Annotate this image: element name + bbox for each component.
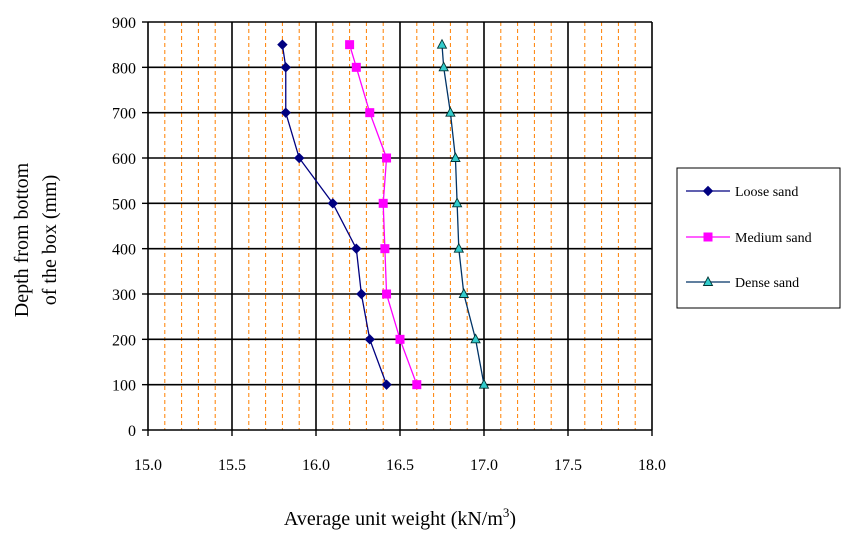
series-line [281, 44, 388, 385]
legend-label: Medium sand [735, 231, 812, 246]
data-point [364, 334, 375, 345]
x-tick-label: 15.0 [134, 457, 162, 474]
data-point [327, 198, 339, 209]
series-line [441, 44, 485, 385]
data-point [438, 61, 449, 72]
data-point [453, 242, 465, 253]
y-tick-label: 600 [112, 151, 136, 168]
x-tick-label: 18.0 [638, 457, 666, 474]
data-point [382, 153, 392, 163]
data-point [445, 106, 456, 117]
data-point [451, 197, 463, 208]
series-layer [277, 38, 490, 390]
data-point [365, 108, 375, 118]
x-axis-ticks: 15.0 15.5 16.0 16.5 17.0 17.5 18.0 [134, 430, 666, 474]
x-tick-label: 16.5 [386, 457, 414, 474]
legend-swatch-marker [703, 232, 713, 242]
data-point [280, 107, 291, 118]
data-point [356, 288, 367, 300]
y-axis-ticks: 0 100 200 300 400 500 600 700 800 900 [112, 15, 148, 440]
legend-label: Loose sand [735, 185, 798, 200]
data-point [351, 62, 361, 72]
data-point [277, 39, 288, 50]
legend-entry: Loose sand [686, 185, 798, 200]
x-tick-label: 15.5 [218, 457, 246, 474]
legend-swatch-marker [702, 276, 714, 286]
legend-swatch-marker [702, 185, 714, 197]
x-tick-label: 17.5 [554, 457, 582, 474]
legend-entry: Medium sand [686, 231, 812, 246]
data-point [478, 378, 490, 389]
legend-entry: Dense sand [686, 276, 799, 291]
data-point [293, 152, 305, 164]
x-axis-title: Average unit weight (kN/m3) [284, 505, 516, 530]
data-point [351, 243, 362, 254]
series-medium-sand [345, 40, 422, 390]
y-tick-label: 300 [112, 287, 136, 304]
y-tick-label: 500 [112, 196, 136, 213]
legend-label: Dense sand [735, 276, 799, 291]
data-point [280, 62, 291, 73]
y-axis-title-line1: Depth from bottom [11, 162, 33, 317]
y-axis-title-line2: of the box (mm) [39, 175, 61, 306]
y-tick-label: 900 [112, 15, 136, 32]
data-point [382, 289, 392, 299]
y-tick-label: 700 [112, 106, 136, 123]
data-point [345, 40, 355, 50]
data-point [378, 198, 388, 208]
data-point [412, 380, 422, 390]
y-tick-label: 200 [112, 332, 136, 349]
data-point [450, 152, 461, 162]
data-point [458, 288, 470, 298]
data-point [395, 334, 405, 344]
y-tick-label: 0 [128, 423, 136, 440]
series-loose-sand [277, 39, 392, 390]
legend: Loose sand Medium sand Dense sand [676, 167, 841, 309]
data-point [470, 333, 481, 344]
data-point [381, 379, 392, 390]
y-tick-label: 800 [112, 60, 136, 77]
major-gridlines [147, 21, 653, 431]
series-dense-sand [436, 38, 490, 389]
x-tick-label: 16.0 [302, 457, 330, 474]
x-tick-label: 17.0 [470, 457, 498, 474]
y-tick-label: 100 [112, 378, 136, 395]
minor-gridlines [164, 22, 636, 430]
data-point [436, 38, 448, 49]
y-tick-label: 400 [112, 242, 136, 259]
data-point [380, 244, 390, 254]
